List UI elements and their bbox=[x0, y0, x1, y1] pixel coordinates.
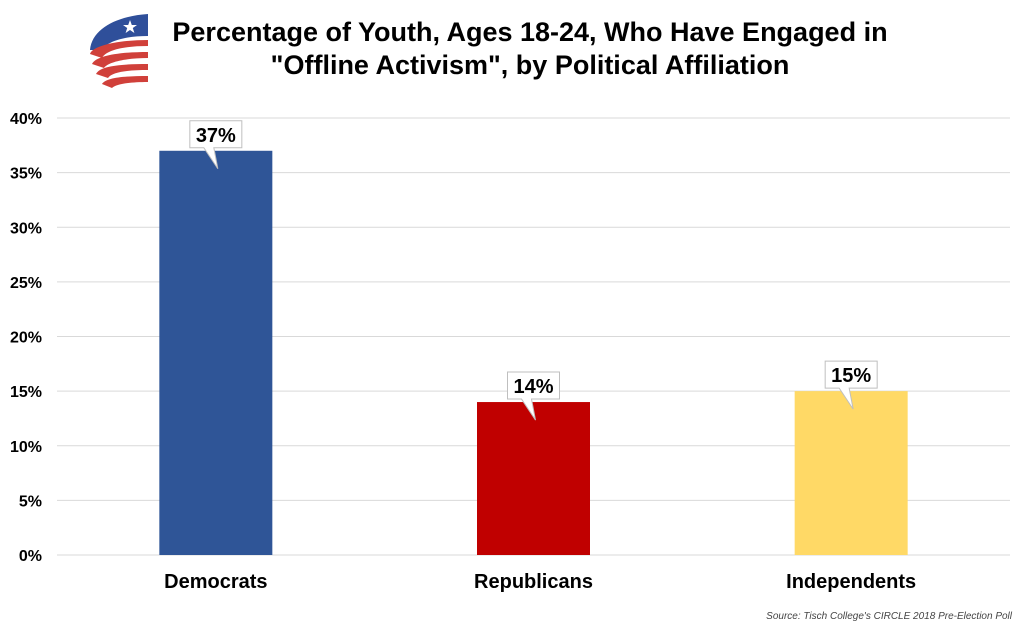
x-axis-tick-labels: Democrats Republicans Independents bbox=[164, 571, 916, 593]
y-tick-label: 10% bbox=[10, 439, 42, 456]
y-tick-label: 20% bbox=[10, 330, 42, 347]
data-labels: 37% 14% 15% bbox=[189, 120, 878, 421]
y-tick-label: 30% bbox=[10, 220, 42, 237]
chart-title: Percentage of Youth, Ages 18-24, Who Hav… bbox=[150, 16, 910, 82]
y-tick-label: 35% bbox=[10, 166, 42, 183]
data-label-box bbox=[824, 360, 878, 410]
data-label: 14% bbox=[513, 376, 553, 398]
y-tick-label: 25% bbox=[10, 275, 42, 292]
x-tick-label: Independents bbox=[786, 571, 916, 593]
x-tick-label: Democrats bbox=[164, 571, 267, 593]
y-axis-tick-labels: 0% 5% 10% 15% 20% 25% 30% 35% 40% bbox=[10, 111, 42, 565]
data-label: 15% bbox=[831, 365, 871, 387]
y-tick-label: 5% bbox=[19, 493, 42, 510]
bar-independents bbox=[794, 391, 908, 555]
data-label-callout: 14% bbox=[507, 371, 560, 421]
chart-title-line-1: Percentage of Youth, Ages 18-24, Who Hav… bbox=[172, 17, 888, 47]
data-label: 37% bbox=[196, 125, 236, 147]
chart-title-line-2: "Offline Activism", by Political Affilia… bbox=[270, 50, 790, 80]
bars bbox=[159, 150, 908, 555]
bar-republicans bbox=[477, 402, 590, 555]
x-tick-label: Republicans bbox=[474, 571, 593, 593]
y-tick-label: 40% bbox=[10, 111, 42, 128]
circle-flag-logo-icon bbox=[90, 14, 148, 88]
y-tick-label: 15% bbox=[10, 384, 42, 401]
source-note: Source: Tisch College's CIRCLE 2018 Pre-… bbox=[766, 611, 1012, 622]
bar-democrats bbox=[159, 150, 273, 555]
data-label-box bbox=[507, 371, 560, 421]
data-label-box bbox=[189, 120, 243, 170]
y-tick-label: 0% bbox=[19, 548, 42, 565]
data-label-callout: 15% bbox=[824, 360, 878, 410]
data-label-callout: 37% bbox=[189, 120, 243, 170]
